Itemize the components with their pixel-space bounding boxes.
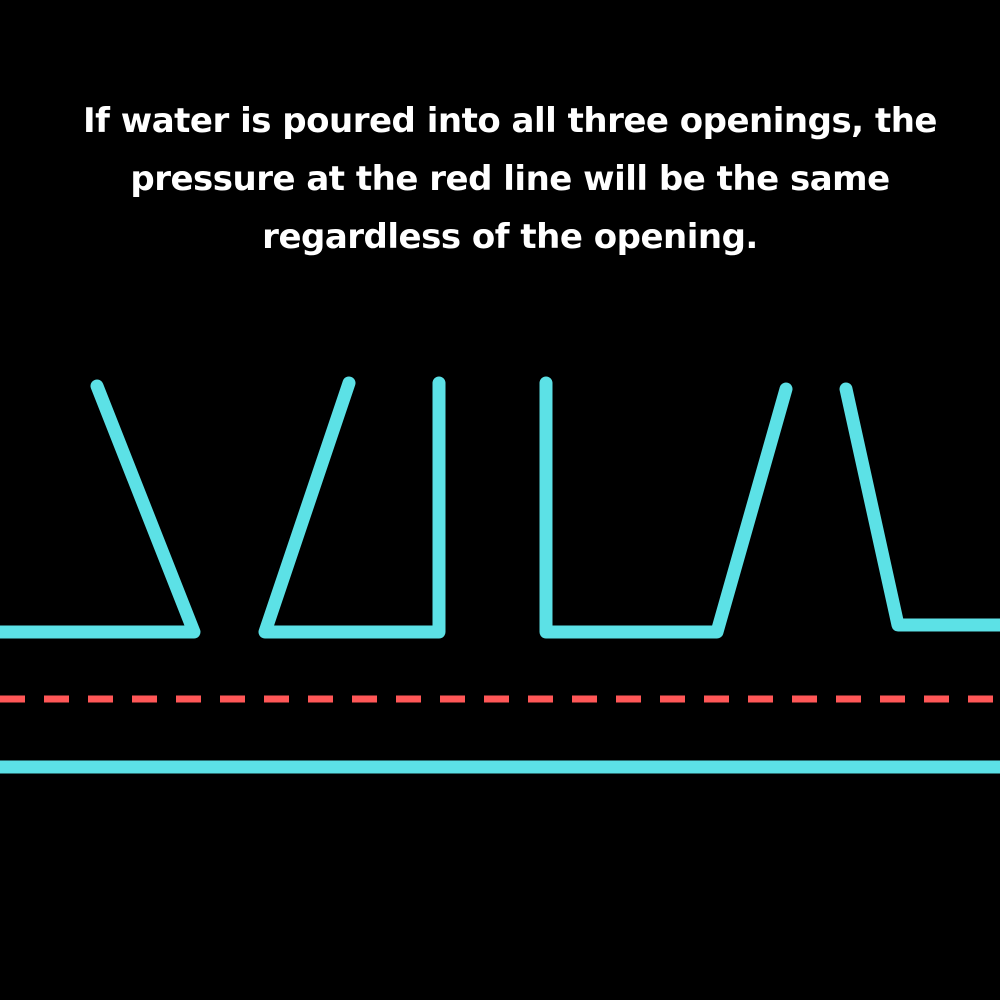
- caption-line-3: regardless of the opening.: [262, 217, 758, 257]
- vessel-wall-right: [839, 382, 1000, 632]
- caption-line-1: If water is poured into all three openin…: [83, 101, 937, 141]
- opening-2-wall: [539, 376, 793, 639]
- caption: If water is poured into all three openin…: [60, 92, 960, 266]
- caption-line-2: pressure at the red line will be the sam…: [130, 159, 890, 199]
- vessel-wall-left: [0, 379, 201, 639]
- opening-1-wall: [258, 376, 446, 639]
